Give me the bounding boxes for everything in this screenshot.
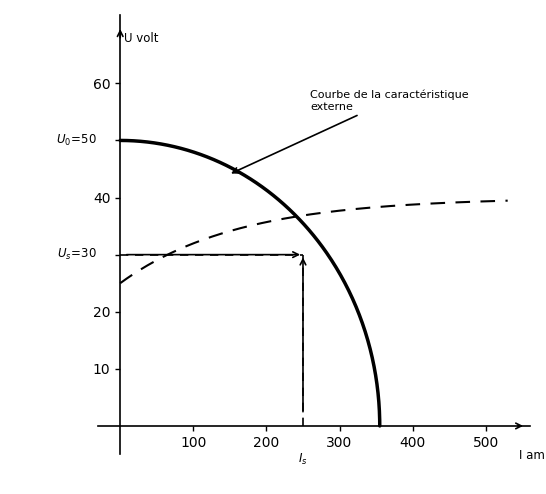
Text: U volt: U volt (124, 32, 158, 45)
Text: I ampère: I ampère (519, 449, 546, 462)
Text: Courbe de la caractéristique
externe: Courbe de la caractéristique externe (233, 89, 469, 173)
Text: $I_s$: $I_s$ (298, 452, 308, 467)
Text: $U_s\!=\!30$: $U_s\!=\!30$ (57, 247, 97, 262)
Text: $U_0\!=\!50$: $U_0\!=\!50$ (56, 133, 97, 148)
